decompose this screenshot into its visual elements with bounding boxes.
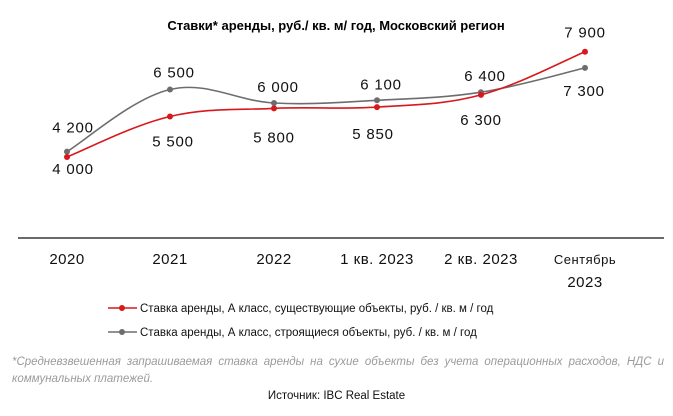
legend: Ставка аренды, А класс, существующие объ…	[108, 303, 494, 339]
source-caption: Источник: IBC Real Estate	[267, 390, 406, 402]
data-point-under-construction	[64, 148, 70, 155]
data-label-existing: 5 800	[253, 129, 295, 146]
data-label-existing: 4 000	[52, 161, 94, 178]
data-point-under-construction	[582, 64, 588, 71]
data-label-under-construction: 4 200	[52, 120, 94, 137]
rent-chart: Ставки* аренды, руб./ кв. м/ год, Москов…	[18, 18, 664, 339]
legend-item-existing: Ставка аренды, А класс, существующие объ…	[108, 303, 494, 315]
legend-marker-existing	[119, 305, 125, 311]
data-label-under-construction: 6 400	[464, 68, 506, 85]
legend-label-existing: Ставка аренды, А класс, существующие объ…	[140, 303, 494, 315]
legend-marker-under-construction	[119, 329, 125, 335]
x-tick-label: 2020	[49, 251, 84, 268]
series-line-existing	[66, 50, 586, 158]
data-label-existing: 5 500	[152, 134, 194, 151]
data-label-existing: 5 850	[352, 126, 394, 143]
x-tick-label: 2022	[256, 251, 291, 268]
data-point-existing	[271, 105, 277, 112]
data-point-existing	[64, 154, 70, 160]
x-tick-label: Сентябрь 2023	[554, 252, 616, 291]
legend-item-under-construction: Ставка аренды, А класс, строящиеся объек…	[108, 327, 477, 339]
data-point-under-construction	[374, 97, 380, 104]
data-point-under-construction	[271, 100, 277, 106]
data-label-under-construction: 6 500	[153, 65, 195, 82]
x-tick-label: 2 кв. 2023	[444, 251, 518, 268]
x-tick-label: 2021	[152, 251, 187, 268]
series-line-under-construction	[66, 67, 586, 153]
legend-label-under-construction: Ставка аренды, А класс, строящиеся объек…	[140, 327, 477, 339]
data-label-under-construction: 6 000	[257, 79, 299, 96]
data-point-existing	[478, 91, 484, 98]
data-point-existing	[374, 104, 380, 111]
data-point-existing	[167, 113, 173, 120]
data-label-existing: 6 300	[460, 112, 502, 129]
footnote: *Средневзвешенная запрашиваемая ставка а…	[12, 356, 664, 385]
x-tick-label: 1 кв. 2023	[340, 251, 414, 268]
data-label-under-construction: 7 300	[563, 83, 605, 100]
data-point-existing	[582, 48, 588, 55]
data-label-under-construction: 6 100	[360, 76, 402, 93]
chart-title: Ставки* аренды, руб./ кв. м/ год, Москов…	[167, 18, 504, 33]
data-label-existing: 7 900	[564, 25, 606, 42]
data-point-under-construction	[167, 86, 173, 93]
